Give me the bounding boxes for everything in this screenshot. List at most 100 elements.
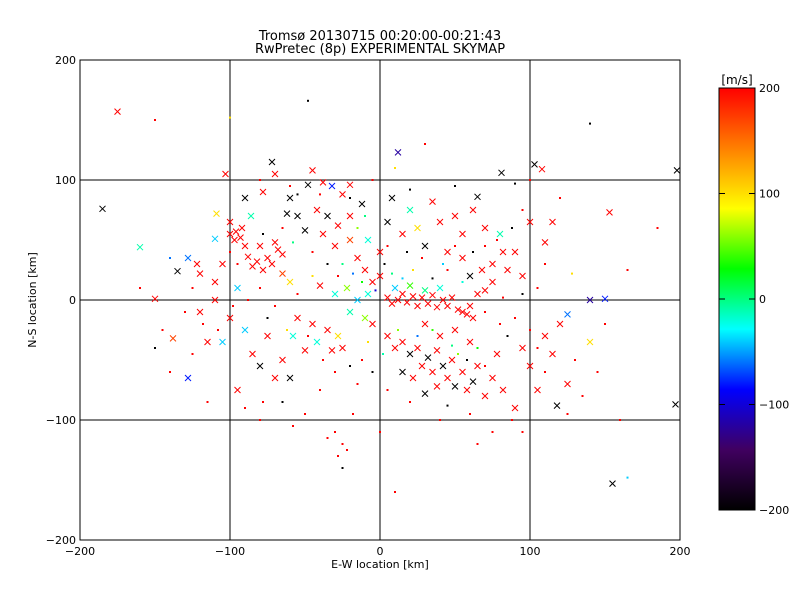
data-point — [463, 386, 471, 394]
data-point — [511, 419, 513, 421]
data-point — [154, 347, 156, 349]
data-point — [559, 197, 561, 199]
data-point — [292, 241, 294, 244]
x-tick-label: 200 — [670, 545, 691, 558]
data-point — [418, 362, 426, 370]
data-point — [211, 278, 219, 286]
data-point — [414, 224, 421, 232]
y-tick-label: 100 — [55, 174, 76, 187]
data-point — [444, 248, 451, 256]
colorbar-tick-label: 100 — [759, 188, 780, 201]
data-point — [313, 206, 321, 214]
data-point — [399, 368, 406, 376]
x-tick-label: 100 — [520, 545, 541, 558]
x-axis-label: E-W location [km] — [331, 558, 429, 571]
y-axis-label: N-S location [km] — [26, 252, 39, 348]
data-point — [217, 329, 219, 331]
data-point — [226, 218, 234, 226]
data-point — [484, 311, 486, 313]
data-point — [436, 284, 444, 292]
data-point — [369, 278, 376, 286]
data-point — [499, 248, 507, 256]
data-point — [374, 289, 377, 292]
data-point — [514, 317, 516, 319]
data-point — [174, 267, 181, 275]
data-point — [99, 205, 106, 213]
data-point — [506, 335, 509, 337]
data-point — [604, 323, 606, 325]
data-point — [421, 242, 429, 250]
data-point — [549, 350, 556, 358]
x-tick-label: −200 — [65, 545, 95, 558]
data-point — [514, 182, 516, 185]
data-point — [511, 227, 513, 229]
data-point — [489, 374, 496, 382]
data-point — [319, 230, 327, 238]
colorbar-tick-label: 0 — [759, 293, 766, 306]
data-point — [334, 371, 336, 373]
data-point — [206, 401, 209, 403]
data-point — [369, 320, 376, 328]
data-point — [328, 347, 336, 354]
data-point — [311, 275, 314, 277]
data-point — [466, 359, 468, 361]
colorbar-unit: [m/s] — [721, 73, 752, 87]
data-point — [356, 383, 359, 385]
data-point — [229, 251, 231, 253]
data-point — [191, 353, 194, 355]
data-point — [234, 284, 241, 292]
data-point — [433, 383, 441, 390]
data-point — [244, 253, 252, 261]
data-point — [433, 303, 441, 311]
data-point — [226, 230, 234, 238]
data-point — [459, 308, 466, 316]
data-point — [656, 227, 659, 229]
data-point — [493, 350, 501, 358]
data-point — [294, 314, 301, 322]
data-point — [444, 302, 451, 310]
data-point — [406, 282, 414, 289]
data-point — [346, 181, 354, 189]
data-point — [326, 263, 329, 265]
data-point — [364, 215, 366, 217]
x-tick-label: 0 — [377, 545, 384, 558]
data-point — [549, 218, 556, 226]
data-point — [346, 308, 354, 316]
data-point — [454, 306, 462, 313]
data-point — [399, 230, 406, 238]
data-point — [469, 378, 477, 385]
data-point — [476, 443, 479, 445]
data-point — [382, 353, 384, 355]
data-point — [394, 491, 396, 493]
data-point — [279, 356, 286, 364]
data-point — [371, 371, 374, 373]
data-point — [399, 290, 406, 298]
data-point — [496, 239, 498, 241]
data-point — [376, 272, 384, 280]
data-point — [451, 212, 459, 220]
data-point — [499, 323, 501, 325]
data-point — [521, 209, 524, 211]
data-point — [229, 116, 231, 119]
data-point — [409, 374, 417, 382]
data-point — [289, 185, 291, 187]
data-point — [313, 338, 321, 346]
data-point — [271, 239, 279, 246]
data-point — [256, 362, 264, 370]
data-point — [169, 371, 171, 373]
data-point — [358, 200, 366, 208]
data-point — [259, 179, 261, 181]
data-point — [489, 278, 496, 286]
data-point — [352, 272, 354, 275]
data-point — [496, 230, 504, 238]
y-tick-label: −200 — [46, 534, 76, 547]
data-point — [406, 350, 414, 358]
data-point — [316, 282, 324, 289]
data-point — [343, 284, 351, 292]
data-point — [151, 295, 159, 303]
data-point — [566, 413, 569, 415]
data-point — [184, 374, 192, 382]
data-point — [294, 212, 301, 220]
data-point — [376, 248, 384, 256]
